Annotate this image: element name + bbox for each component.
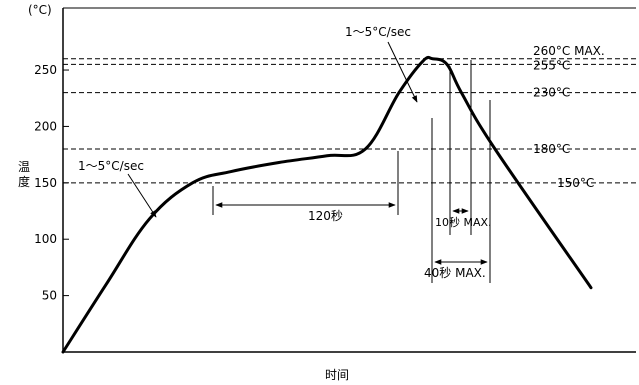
y-axis-title-char-2: 度: [18, 174, 30, 189]
temperature-profile-line: [61, 55, 593, 354]
y-tick-label: 50: [42, 289, 57, 303]
ramp-up-2-label: 1～5°C/sec: [345, 25, 411, 39]
y-tick-label: 250: [34, 63, 57, 77]
y-tick-label: 150: [34, 176, 57, 190]
ramp-up-1-label: 1～5°C/sec: [78, 159, 144, 173]
y-axis-title-char-1: 温: [18, 160, 30, 174]
x-axis-title: 时间: [325, 368, 349, 382]
reference-line-label: 260°C MAX.: [533, 44, 605, 58]
reference-line-label: 230°C: [533, 86, 570, 100]
reference-lines: 260°C MAX.255°C 230°C 180°C 150°C: [63, 44, 636, 190]
time-markers: [212, 60, 491, 283]
y-unit-label: (°C): [28, 3, 52, 17]
y-tick-label: 200: [34, 119, 57, 133]
reference-line-label: 180°C: [533, 142, 570, 156]
y-ticks: 250 200 150 100 50: [34, 63, 69, 303]
y-tick-label: 100: [34, 232, 57, 246]
soak-time-label: 120秒: [308, 209, 343, 223]
reference-line-label: 255°C: [533, 58, 570, 72]
reflow-time-label: 40秒 MAX.: [424, 266, 486, 280]
reference-line-label: 150°C: [557, 176, 594, 190]
peak-time-label: 10秒 MAX.: [435, 215, 492, 229]
dimension-arrows: [127, 41, 488, 265]
